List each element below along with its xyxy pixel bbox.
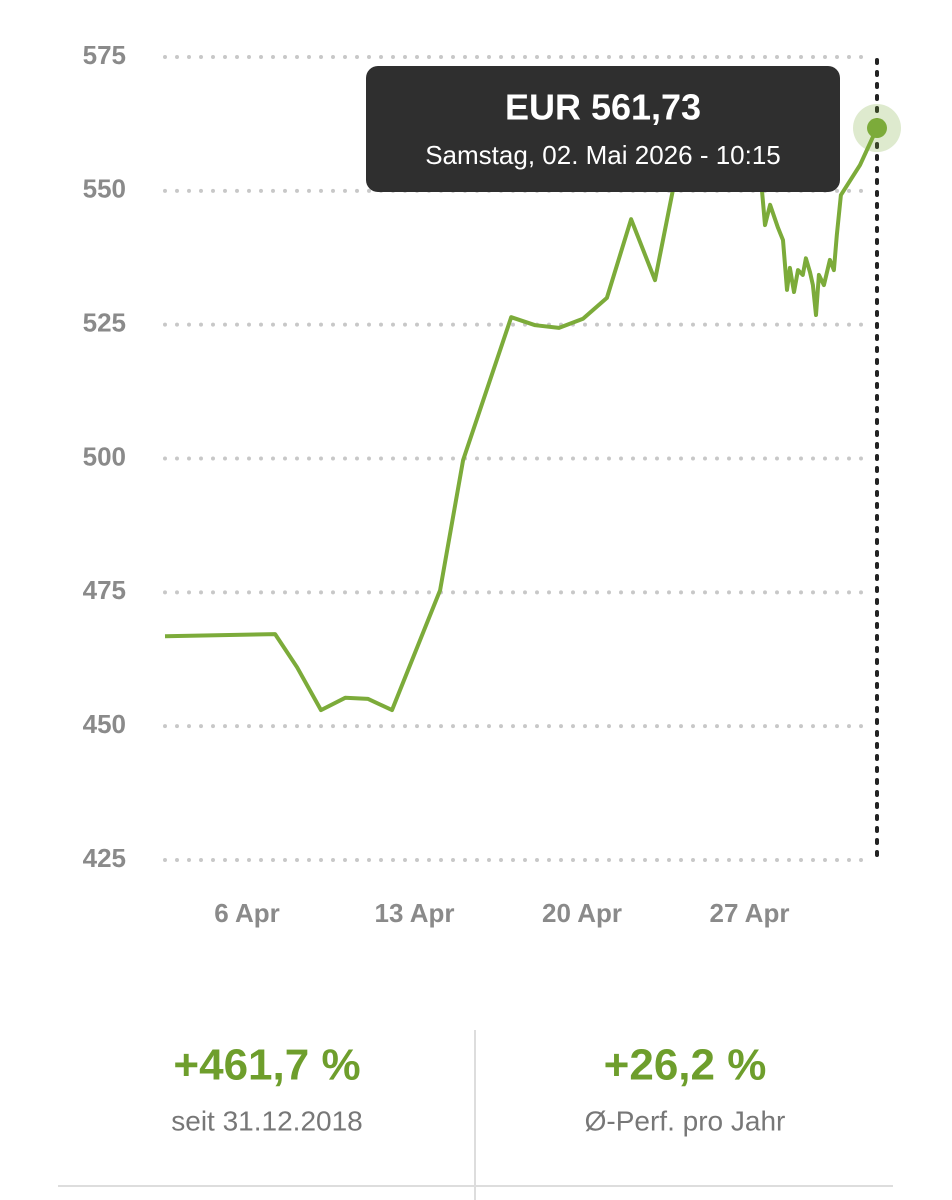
stat-value: +461,7 %: [173, 1041, 360, 1090]
x-tick-label: 27 Apr: [709, 898, 789, 928]
tooltip: [366, 66, 840, 192]
tooltip-date: Samstag, 02. Mai 2026 - 10:15: [425, 140, 781, 170]
last-point: [867, 118, 887, 139]
price-line: [164, 127, 879, 713]
y-tick-label: 550: [83, 174, 126, 204]
y-tick-label: 575: [83, 40, 126, 70]
stat-label: seit 31.12.2018: [171, 1105, 363, 1136]
stat-label: Ø-Perf. pro Jahr: [585, 1105, 786, 1136]
y-tick-label: 500: [83, 441, 126, 471]
x-tick-label: 20 Apr: [542, 898, 622, 928]
x-tick-label: 6 Apr: [214, 898, 280, 928]
stat-value: +26,2 %: [604, 1041, 767, 1090]
x-tick-label: 13 Apr: [375, 898, 455, 928]
y-tick-label: 525: [83, 308, 126, 338]
y-tick-label: 450: [83, 709, 126, 739]
y-tick-label: 475: [83, 575, 126, 605]
tooltip-value: EUR 561,73: [505, 87, 701, 128]
y-tick-label: 425: [83, 843, 126, 873]
